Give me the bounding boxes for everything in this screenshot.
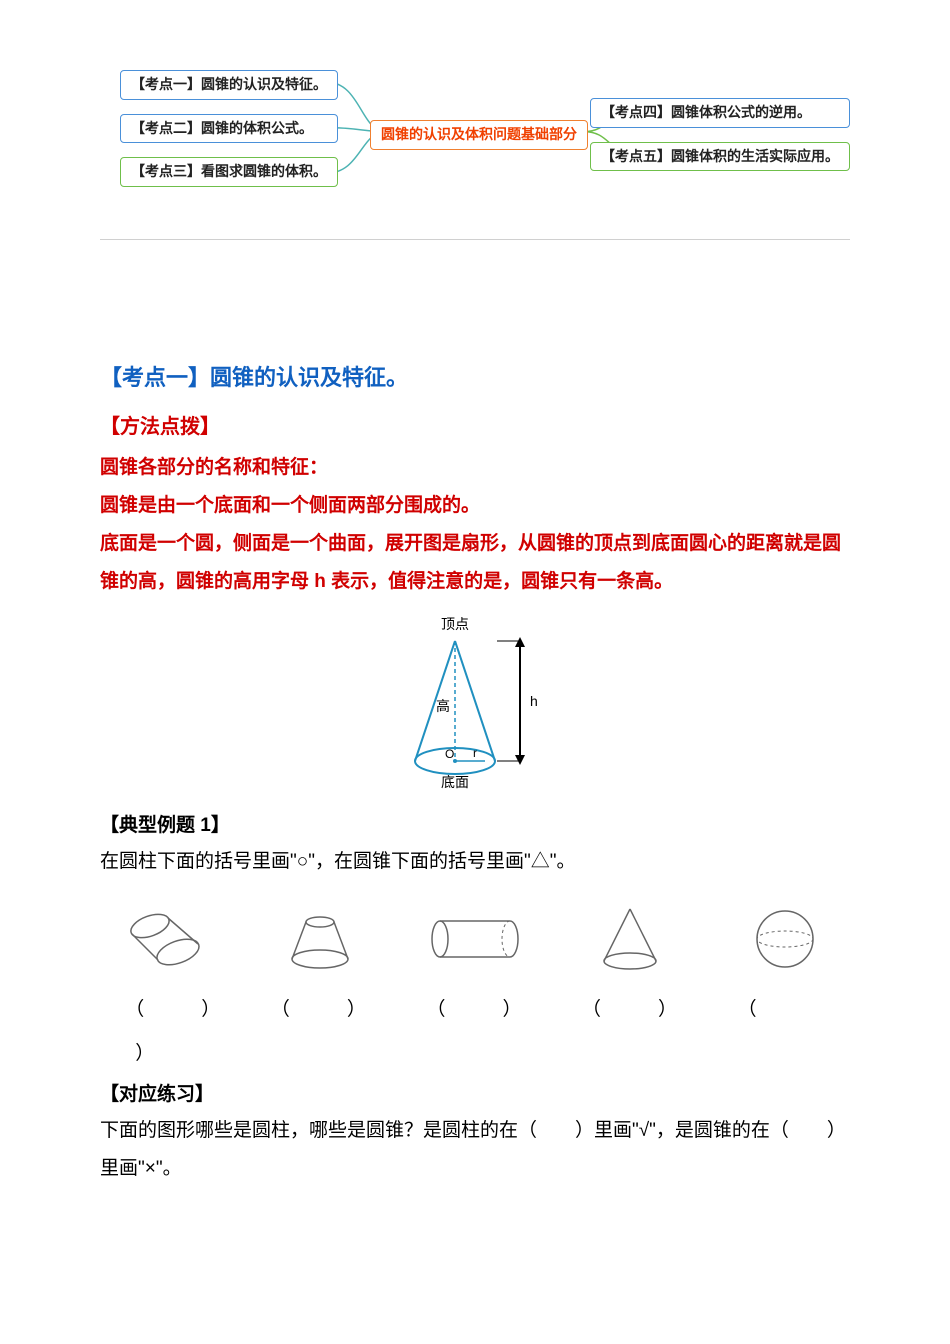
cone-label-O: O — [445, 747, 454, 761]
tip-heading: 【方法点拨】 — [100, 410, 850, 439]
mindmap-center: 圆锥的认识及体积问题基础部分 — [370, 120, 588, 150]
example-heading: 【典型例题 1】 — [100, 810, 850, 837]
paren-3: （ ） — [426, 991, 521, 1029]
para-3: 底面是一个圆，侧面是一个曲面，展开图是扇形，从圆锥的顶点到底面圆心的距离就是圆锥… — [100, 525, 850, 601]
shapes-row — [100, 901, 850, 981]
cone-label-height: 高 — [436, 698, 450, 714]
cone-label-base: 底面 — [441, 774, 469, 790]
paren-5: （ — [738, 991, 757, 1029]
mindmap: 【考点一】圆锥的认识及特征。 【考点二】圆锥的体积公式。 【考点三】看图求圆锥的… — [100, 60, 850, 240]
paren-row-wrap: ） — [100, 1035, 850, 1073]
para-2: 圆锥是由一个底面和一个侧面两部分围成的。 — [100, 487, 850, 525]
cone-label-r: r — [473, 746, 477, 760]
mindmap-node-center: 圆锥的认识及体积问题基础部分 — [370, 120, 588, 150]
practice-question: 下面的图形哪些是圆柱，哪些是圆锥？是圆柱的在（ ）里画"√"，是圆锥的在（ ）里… — [100, 1112, 850, 1188]
mindmap-right-group: 【考点四】圆锥体积公式的逆用。 【考点五】圆锥体积的生活实际应用。 — [590, 98, 850, 185]
cone-figure: 顶点 高 h O r 底面 — [100, 611, 850, 796]
shape-3-horizontal-cylinder — [420, 909, 530, 974]
mindmap-node-left-1: 【考点一】圆锥的认识及特征。 — [120, 70, 338, 100]
practice-heading: 【对应练习】 — [100, 1079, 850, 1106]
paren-5-close: ） — [135, 1035, 154, 1073]
cone-label-apex: 顶点 — [441, 616, 469, 632]
mindmap-node-right-2: 【考点五】圆锥体积的生活实际应用。 — [590, 142, 850, 172]
shape-2-frustum — [265, 904, 375, 979]
paren-row: （ ） （ ） （ ） （ ） （ — [100, 991, 850, 1029]
paren-2: （ ） — [271, 991, 366, 1029]
mindmap-node-right-1: 【考点四】圆锥体积公式的逆用。 — [590, 98, 850, 128]
paren-4: （ ） — [582, 991, 677, 1029]
mindmap-node-left-2: 【考点二】圆锥的体积公式。 — [120, 114, 338, 144]
mindmap-node-left-3: 【考点三】看图求圆锥的体积。 — [120, 157, 338, 187]
para-1: 圆锥各部分的名称和特征： — [100, 449, 850, 487]
shape-4-cone — [575, 901, 685, 981]
section-title: 【考点一】圆锥的认识及特征。 — [100, 360, 850, 392]
shape-5-sphere — [730, 904, 840, 979]
cone-label-h: h — [530, 693, 538, 709]
cone-svg: 顶点 高 h O r 底面 — [385, 611, 565, 791]
mindmap-left-group: 【考点一】圆锥的认识及特征。 【考点二】圆锥的体积公式。 【考点三】看图求圆锥的… — [120, 70, 338, 201]
example-question: 在圆柱下面的括号里画"○"，在圆锥下面的括号里画"△"。 — [100, 843, 850, 881]
shape-1-tilted-cylinder — [110, 904, 220, 979]
paren-1: （ ） — [125, 991, 220, 1029]
